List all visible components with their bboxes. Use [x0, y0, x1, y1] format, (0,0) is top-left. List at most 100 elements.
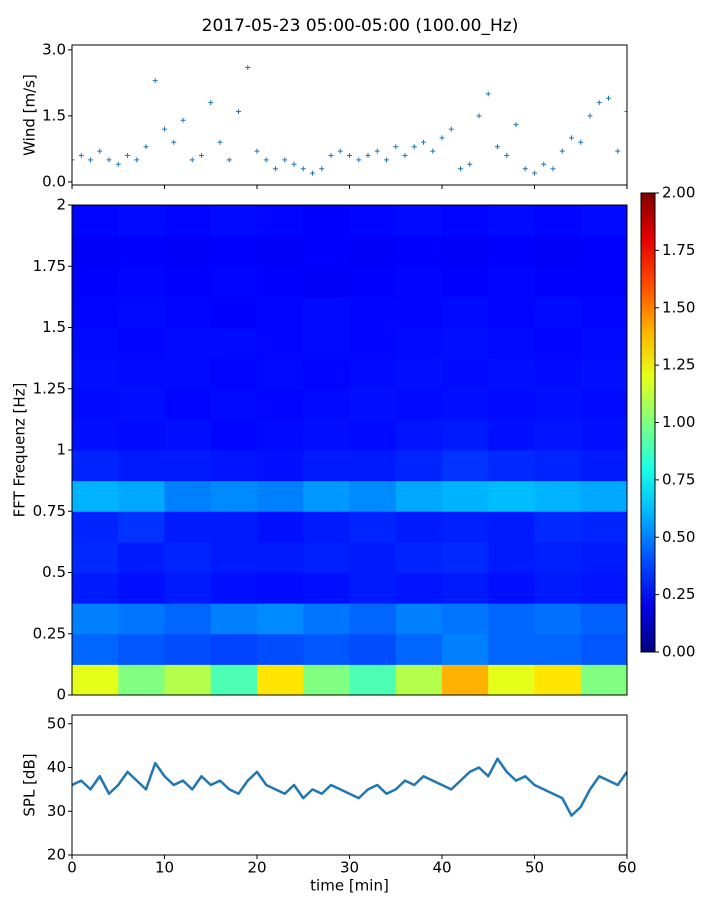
plot-area	[72, 205, 627, 695]
heat-cell	[442, 572, 489, 604]
heat-cell	[488, 419, 535, 451]
heat-cell	[72, 205, 119, 237]
heat-cell	[395, 296, 443, 328]
heat-cell	[118, 633, 165, 665]
heat-cell	[118, 572, 165, 604]
colorbar-tick-label: 0.50	[662, 528, 695, 546]
heat-cell	[395, 327, 443, 359]
heat-cell	[534, 205, 582, 237]
wind-point	[106, 157, 112, 163]
wind-point	[458, 166, 463, 172]
wind-point	[291, 161, 297, 167]
heat-cell	[210, 511, 258, 543]
wind-point	[273, 166, 278, 172]
spl-line	[72, 757, 627, 817]
heat-cell	[164, 266, 212, 298]
heat-cell	[534, 235, 582, 267]
heat-cell	[164, 388, 212, 420]
heat-cell	[210, 541, 258, 573]
heat-cell	[534, 572, 582, 604]
y-tick-label: 2	[56, 196, 66, 214]
heat-cell	[580, 419, 627, 451]
heat-cell	[303, 603, 350, 635]
heat-cell	[534, 664, 582, 695]
heat-cell	[395, 603, 443, 635]
heat-cell	[580, 388, 627, 420]
heat-cell	[580, 327, 627, 359]
heat-cell	[72, 266, 119, 298]
heat-cell	[210, 266, 258, 298]
wind-point	[495, 144, 500, 150]
x-tick-label: 40	[432, 859, 451, 877]
colorbar-tick-label: 1.50	[662, 298, 695, 316]
wind-point	[356, 157, 362, 163]
heat-cell	[303, 572, 350, 604]
heat-cell	[534, 327, 582, 359]
heat-cell	[72, 327, 119, 359]
heat-cell	[534, 450, 582, 482]
heat-cell	[580, 450, 627, 482]
plot-area	[72, 757, 627, 817]
heat-cell	[118, 266, 165, 298]
wind-point	[310, 170, 315, 176]
wind-point	[421, 139, 426, 145]
heat-cell	[303, 358, 350, 390]
heat-cell	[349, 327, 397, 359]
wind-point	[88, 157, 93, 163]
wind-point	[78, 153, 84, 159]
wind-point	[532, 170, 537, 176]
y-tick-label: 20	[47, 846, 66, 864]
heat-cell	[257, 480, 304, 512]
wind-point	[199, 153, 204, 159]
wind-point	[143, 144, 149, 150]
heat-cell	[488, 633, 535, 665]
heat-cell	[164, 235, 212, 267]
heat-cell	[210, 633, 258, 665]
heat-cell	[580, 633, 627, 665]
wind-point	[115, 161, 121, 167]
x-tick-label: 10	[155, 859, 174, 877]
heat-cell	[118, 235, 165, 267]
heat-cell	[210, 327, 258, 359]
wind-point	[550, 166, 556, 172]
heat-cell	[118, 358, 165, 390]
heat-cell	[580, 296, 627, 328]
heat-cell	[534, 358, 582, 390]
heat-cell	[257, 450, 304, 482]
heat-cell	[349, 603, 397, 635]
heat-cell	[488, 205, 535, 237]
wind-point	[485, 91, 491, 97]
heat-cell	[257, 572, 304, 604]
wind-point	[347, 153, 352, 159]
y-tick-label: 0	[56, 686, 66, 704]
heat-cell	[534, 480, 582, 512]
heat-cell	[257, 235, 304, 267]
heat-cell	[349, 664, 397, 695]
wind-point	[411, 144, 417, 150]
wind-point	[365, 153, 371, 159]
heat-cell	[395, 419, 443, 451]
y-tick-label: 3.0	[42, 40, 66, 58]
wind-point	[282, 157, 288, 163]
heat-cell	[303, 480, 350, 512]
heat-cell	[257, 266, 304, 298]
x-tick-label: 50	[525, 859, 544, 877]
wind-point	[254, 148, 260, 154]
wind-point	[72, 157, 75, 163]
heat-cell	[580, 480, 627, 512]
heat-cell	[164, 603, 212, 635]
wind-point	[578, 139, 584, 145]
y-tick-label: 1.75	[33, 257, 66, 275]
heat-cell	[303, 450, 350, 482]
heat-cell	[349, 296, 397, 328]
heat-cell	[395, 541, 443, 573]
wind-point	[587, 113, 593, 119]
heat-cell	[72, 511, 119, 543]
heat-cell	[257, 633, 304, 665]
heat-cell	[349, 266, 397, 298]
heat-cell	[442, 388, 489, 420]
heat-cell	[164, 664, 212, 695]
heat-cell	[164, 296, 212, 328]
colorbar-tick-label: 0.00	[662, 643, 695, 661]
heat-cell	[395, 572, 443, 604]
